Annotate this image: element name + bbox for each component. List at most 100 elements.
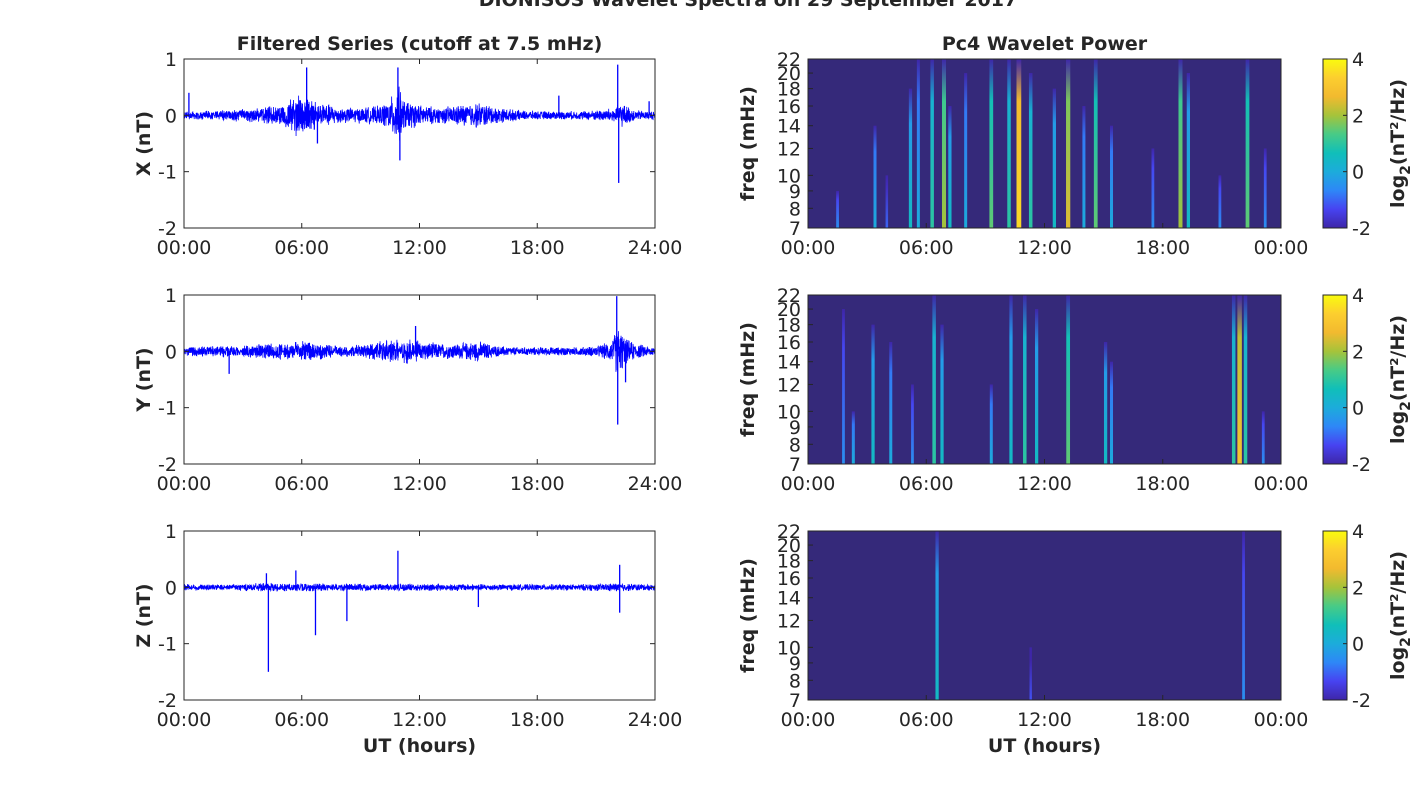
x-tick-label: 06:00	[899, 473, 954, 495]
colorbar-tick-label: -2	[1352, 218, 1371, 240]
streak-0	[836, 190, 839, 228]
y-tick-label: 12	[777, 374, 801, 396]
y-tick-label: 18	[777, 551, 801, 573]
y-tick-label: 14	[777, 588, 801, 610]
y-axis-label: Z (nT)	[133, 583, 155, 647]
streak-7	[989, 384, 993, 464]
colorbar-label: log2(nT²/Hz)	[1387, 315, 1414, 444]
y-tick-label: 9	[789, 417, 801, 439]
y-tick-label: 16	[777, 96, 801, 118]
x-tick-label: 00:00	[781, 237, 836, 259]
streak-9	[989, 59, 994, 228]
streak-7	[948, 105, 952, 228]
heatmap-background	[808, 295, 1281, 464]
colorbar-label: log2(nT²/Hz)	[1387, 551, 1414, 680]
colorbar-tick-label: 2	[1352, 577, 1364, 599]
colorbar: -2 0 2 4 log2(nT²/Hz)	[1322, 285, 1414, 476]
streak-19	[1178, 59, 1183, 228]
streak-10	[1034, 309, 1039, 464]
x-tick-label: 12:00	[392, 473, 447, 495]
streak-17	[1261, 411, 1265, 464]
x-tick-label: 00:00	[157, 237, 212, 259]
series-line	[183, 331, 656, 372]
x-tick-label: 00:00	[1254, 709, 1309, 731]
x-tick-label: 00:00	[1254, 237, 1309, 259]
y-tick-label: 18	[777, 315, 801, 337]
streaks	[836, 59, 1267, 228]
x-tick-label: 18:00	[510, 237, 565, 259]
streak-8	[1009, 295, 1013, 464]
streak-13	[1052, 88, 1056, 228]
panel-title: Filtered Series (cutoff at 7.5 mHz)	[237, 33, 603, 55]
colorbar-tick-label: 4	[1352, 49, 1364, 71]
y-axis-label-text: freq (mHz)	[737, 86, 759, 201]
plot-area	[184, 59, 655, 228]
streak-4	[916, 59, 920, 228]
x-tick-label: 12:00	[392, 709, 447, 731]
x-tick-label: 06:00	[274, 237, 329, 259]
x-axis-label: UT (hours)	[363, 735, 476, 757]
colorbar-tick-label: 4	[1352, 285, 1364, 307]
streak-9	[1023, 295, 1027, 464]
colorbar: -2 0 2 4 log2(nT²/Hz)	[1322, 49, 1414, 240]
wavelet-panel-y: 00:00 06:00 12:00 18:00 00:00789101214161820…	[737, 285, 1414, 495]
y-tick-label: 20	[777, 535, 801, 557]
colorbar-tick-label: 2	[1352, 341, 1364, 363]
streak-6	[940, 324, 944, 464]
streak-6	[941, 59, 946, 228]
y-tick-label: 7	[789, 454, 801, 476]
x-tick-label: 24:00	[628, 473, 683, 495]
colorbar-scale	[1322, 530, 1348, 701]
series-panel-y: 00:00 06:00 12:00 18:00 24:00 -2 -1 0 1 Y (nT)	[133, 285, 682, 495]
x-tick-label: 00:00	[781, 709, 836, 731]
streak-15	[1237, 295, 1242, 464]
y-tick-label: 1	[165, 521, 177, 543]
y-tick-label: 14	[777, 116, 801, 138]
x-tick-label: 18:00	[510, 473, 565, 495]
x-tick-label: 18:00	[1135, 473, 1190, 495]
streak-13	[1110, 361, 1114, 464]
streak-8	[964, 73, 968, 228]
streak-12	[1103, 341, 1108, 464]
streak-14	[1231, 295, 1236, 464]
y-tick-label: 22	[777, 521, 801, 543]
streak-2	[871, 324, 875, 464]
x-tick-label: 00:00	[157, 473, 212, 495]
x-tick-label: 18:00	[1135, 237, 1190, 259]
streak-12	[1028, 73, 1033, 228]
streak-3	[908, 88, 913, 228]
x-tick-label: 06:00	[899, 237, 954, 259]
y-tick-label: 9	[789, 653, 801, 675]
y-tick-label: 18	[777, 79, 801, 101]
streak-2	[885, 175, 889, 228]
colorbar-tick-label: 2	[1352, 105, 1364, 127]
colorbar-label-text: log2(nT²/Hz)	[1387, 315, 1414, 444]
y-tick-label: 7	[789, 218, 801, 240]
streak-1	[1029, 647, 1032, 700]
y-axis-label-text: freq (mHz)	[737, 322, 759, 437]
streak-16	[1093, 59, 1098, 228]
streaks	[842, 295, 1265, 464]
x-tick-label: 00:00	[1254, 473, 1309, 495]
y-axis-label-text: X (nT)	[133, 111, 155, 176]
x-tick-label: 00:00	[781, 473, 836, 495]
y-axis-label-text: freq (mHz)	[737, 558, 759, 673]
y-tick-label: 10	[777, 637, 801, 659]
wavelet-panel-x: 00:00 06:00 12:00 18:00 00:00789101214161820…	[737, 33, 1414, 259]
streak-5	[930, 59, 934, 228]
y-tick-label: -2	[158, 454, 177, 476]
series-panel-z: 00:00 06:00 12:00 18:00 24:00 -2 -1 0 1 Z (nT) UT …	[133, 521, 682, 757]
streak-15	[1082, 105, 1086, 228]
y-axis-label: freq (mHz)	[737, 322, 759, 437]
colorbar-tick-label: 0	[1352, 398, 1364, 420]
y-tick-label: -1	[158, 398, 177, 420]
y-axis-label-text: Z (nT)	[133, 583, 155, 647]
y-tick-label: 14	[777, 352, 801, 374]
y-tick-label: -1	[158, 634, 177, 656]
streak-16	[1243, 295, 1248, 464]
colorbar-tick-label: 4	[1352, 521, 1364, 543]
x-tick-label: 06:00	[899, 709, 954, 731]
y-tick-label: 12	[777, 610, 801, 632]
colorbar-tick-label: -2	[1352, 690, 1371, 712]
